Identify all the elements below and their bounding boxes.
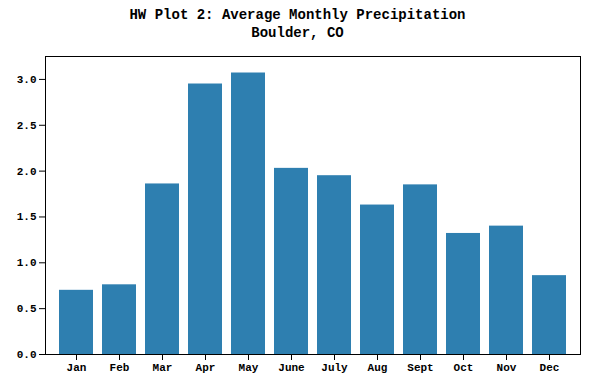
svg-text:May: May <box>239 362 259 374</box>
svg-text:July: July <box>321 362 348 374</box>
svg-text:Dec: Dec <box>540 362 560 374</box>
html-text:Boulder, CO: Boulder, CO <box>251 25 344 41</box>
svg-text:Sept: Sept <box>407 362 433 374</box>
svg-text:Feb: Feb <box>110 362 130 374</box>
svg-text:Mar: Mar <box>153 362 173 374</box>
svg-text:1.5: 1.5 <box>17 211 37 223</box>
svg-text:2.5: 2.5 <box>17 120 37 132</box>
html-text:HW Plot 2: Average Monthly Pre: HW Plot 2: Average Monthly Precipitation <box>129 7 466 23</box>
svg-text:Oct: Oct <box>454 362 474 374</box>
svg-text:3.0: 3.0 <box>17 74 37 86</box>
svg-text:Apr: Apr <box>196 362 216 374</box>
svg-text:June: June <box>278 362 305 374</box>
svg-text:Jan: Jan <box>67 362 87 374</box>
svg-text:Aug: Aug <box>368 362 388 374</box>
svg-text:Nov: Nov <box>497 362 517 374</box>
svg-text:0.5: 0.5 <box>17 303 37 315</box>
svg-text:1.0: 1.0 <box>17 257 37 269</box>
svg-text:2.0: 2.0 <box>17 166 37 178</box>
svg-text:0.0: 0.0 <box>17 349 37 361</box>
